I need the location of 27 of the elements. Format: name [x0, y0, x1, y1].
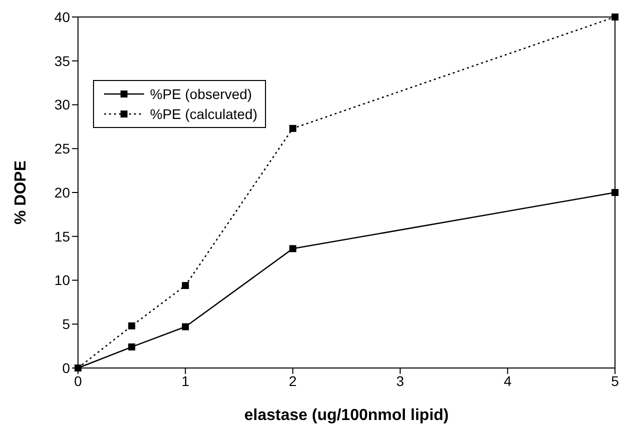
y-tick-label: 15	[54, 228, 70, 244]
point	[289, 245, 296, 252]
y-tick-label: 40	[54, 8, 70, 25]
y-tick-label: 35	[54, 52, 70, 69]
x-tick-label: 4	[504, 372, 512, 389]
y-tick-label: 30	[54, 96, 70, 113]
y-tick-label: 25	[54, 140, 70, 157]
point	[182, 282, 189, 290]
x-axis-title: elastase (ug/100nmol lipid)	[244, 407, 449, 424]
point	[128, 343, 136, 350]
point	[612, 189, 618, 196]
point	[289, 124, 296, 132]
point	[612, 14, 618, 20]
y-axis-title: % DOPE	[12, 160, 30, 225]
x-tick-label: 1	[182, 372, 190, 389]
point	[182, 323, 189, 330]
x-tick-label: 0	[74, 372, 82, 389]
point	[128, 322, 136, 330]
y-tick-label: 10	[54, 272, 70, 288]
x-tick-label: 5	[611, 372, 620, 389]
y-tick-label: 20	[54, 184, 70, 200]
y-tick-label: 5	[62, 316, 70, 332]
legend-label: %PE (calculated)	[150, 105, 258, 124]
legend-label: %PE (observed)	[150, 85, 252, 104]
x-tick-label: 2	[288, 372, 297, 389]
x-tick-label: 3	[396, 372, 404, 389]
y-tick-label: 0	[62, 360, 70, 376]
